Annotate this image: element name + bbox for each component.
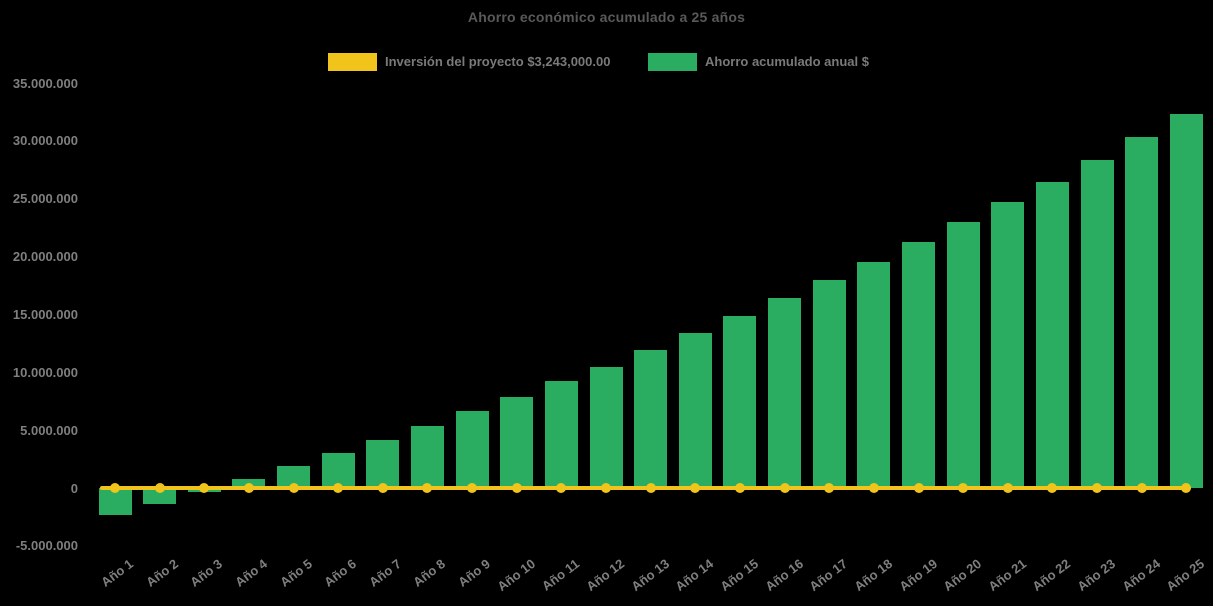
bar-año-11 — [544, 380, 578, 488]
investment-line-marker — [377, 483, 388, 493]
investment-line-marker — [1136, 483, 1147, 493]
investment-line-marker — [1092, 483, 1103, 493]
investment-line-marker — [734, 483, 745, 493]
bar-año-9 — [455, 411, 489, 488]
investment-line-marker — [645, 483, 656, 493]
y-axis-tick-label: -5.000.000 — [15, 538, 78, 554]
investment-line-marker — [824, 483, 835, 493]
legend-item-ahorro: Ahorro acumulado anual $ — [648, 53, 869, 71]
investment-line-marker — [601, 483, 612, 493]
y-axis-tick-label: 5.000.000 — [20, 422, 78, 438]
y-axis-tick-label: 10.000.000 — [12, 364, 78, 380]
y-axis-tick-label: 20.000.000 — [12, 249, 78, 265]
chart-title: Ahorro económico acumulado a 25 años — [467, 9, 746, 25]
bar-año-10 — [500, 396, 534, 488]
investment-line-marker — [1047, 483, 1058, 493]
bar-año-13 — [634, 350, 668, 488]
investment-line-marker — [690, 483, 701, 493]
legend-swatch-ahorro — [648, 53, 697, 71]
y-axis-tick-label: 15.000.000 — [12, 306, 78, 322]
legend-label-ahorro: Ahorro acumulado anual $ — [705, 54, 869, 69]
legend-item-inversion: Inversión del proyecto $3,243,000.00 — [328, 53, 610, 71]
investment-line-marker — [110, 483, 120, 493]
investment-line-marker — [333, 483, 344, 493]
legend-label-inversion: Inversión del proyecto $3,243,000.00 — [385, 54, 611, 69]
investment-line-marker — [556, 483, 567, 493]
bar-año-8 — [410, 426, 444, 488]
bar-año-12 — [589, 366, 623, 488]
y-axis-tick-label: 0 — [70, 480, 78, 496]
y-axis-tick-label: 35.000.000 — [12, 75, 78, 91]
bar-año-21 — [991, 202, 1025, 488]
bar-año-16 — [768, 298, 802, 488]
bar-año-19 — [902, 241, 936, 488]
investment-line-marker — [1181, 483, 1192, 493]
bar-año-24 — [1125, 137, 1159, 488]
bar-año-14 — [678, 332, 712, 488]
investment-line-marker — [511, 483, 522, 493]
bar-año-18 — [857, 262, 891, 488]
investment-line-marker — [1002, 483, 1013, 493]
bar-año-2 — [143, 488, 177, 504]
investment-line-marker — [288, 483, 299, 493]
investment-line-marker — [467, 483, 478, 493]
investment-line-marker — [868, 483, 879, 493]
bar-año-17 — [812, 280, 846, 488]
y-axis-tick-label: 25.000.000 — [12, 191, 78, 207]
investment-line-marker — [779, 483, 790, 493]
investment-line-marker — [243, 483, 254, 493]
bar-año-20 — [946, 222, 980, 488]
investment-line-marker — [958, 483, 969, 493]
bar-año-23 — [1080, 159, 1114, 488]
bar-año-6 — [321, 453, 355, 488]
bar-año-5 — [277, 466, 311, 488]
bar-año-7 — [366, 439, 400, 488]
investment-line-marker — [199, 483, 210, 493]
bar-año-15 — [723, 315, 757, 488]
investment-line-marker — [913, 483, 924, 493]
bar-año-25 — [1169, 113, 1203, 488]
investment-line-marker — [154, 483, 165, 493]
legend-swatch-inversion — [328, 53, 377, 71]
investment-line-marker — [422, 483, 433, 493]
bar-año-22 — [1035, 181, 1069, 488]
y-axis-tick-label: 30.000.000 — [12, 133, 78, 149]
